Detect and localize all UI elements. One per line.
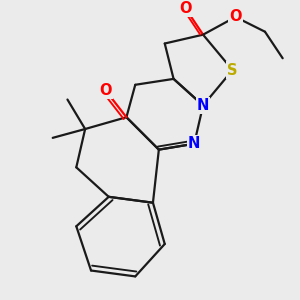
Text: S: S [227,62,238,77]
Text: N: N [188,136,200,151]
Text: O: O [179,1,192,16]
Text: O: O [100,83,112,98]
Text: O: O [229,10,242,25]
Text: N: N [197,98,209,113]
